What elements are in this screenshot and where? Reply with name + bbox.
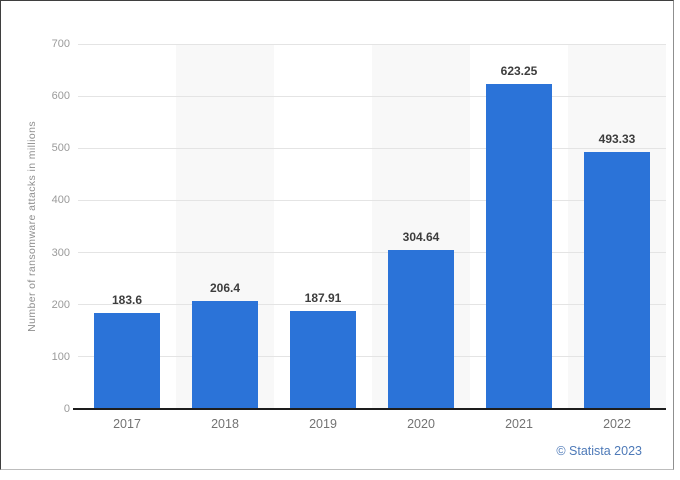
gridline	[78, 95, 666, 97]
x-axis-label-2021: 2021	[505, 417, 533, 431]
bar-2017[interactable]	[94, 313, 160, 409]
gridline	[78, 147, 666, 149]
y-tick-label: 400	[51, 194, 70, 207]
x-axis-label-2018: 2018	[211, 417, 239, 431]
y-tick-label: 0	[63, 403, 70, 415]
y-tick-label: 700	[51, 38, 70, 50]
x-axis-label-2019: 2019	[309, 417, 337, 431]
bar-value-label: 206.4	[209, 281, 241, 295]
x-axis-label-2022: 2022	[603, 417, 631, 431]
y-tick-label: 200	[51, 298, 70, 311]
statista-credit-link[interactable]: © Statista 2023	[556, 444, 642, 458]
bar-2021[interactable]	[486, 84, 552, 409]
bar-value-label: 493.33	[598, 132, 636, 146]
bar-value-label: 304.64	[402, 230, 440, 244]
x-axis-line	[73, 408, 666, 410]
gridline	[78, 199, 666, 201]
x-axis-label-2020: 2020	[407, 417, 435, 431]
bar-2020[interactable]	[388, 250, 454, 409]
x-axis-label-2017: 2017	[113, 417, 141, 431]
y-tick-label: 600	[51, 90, 70, 103]
y-tick-label: 300	[51, 246, 70, 259]
bar-value-label: 187.91	[304, 291, 342, 305]
bar-value-label: 183.6	[111, 293, 143, 307]
gridline	[78, 43, 666, 45]
y-tick-label: 100	[51, 350, 70, 363]
gridline	[78, 252, 666, 254]
gridline	[78, 356, 666, 358]
gridline	[78, 304, 666, 306]
bar-2022[interactable]	[584, 152, 650, 409]
plot-area: 183.6 206.4 187.91 304.64 623.25 493.33	[73, 43, 666, 410]
bar-2019[interactable]	[290, 311, 356, 409]
y-tick-label: 500	[51, 142, 70, 155]
bar-2018[interactable]	[192, 301, 258, 409]
bar-value-label: 623.25	[500, 64, 538, 78]
